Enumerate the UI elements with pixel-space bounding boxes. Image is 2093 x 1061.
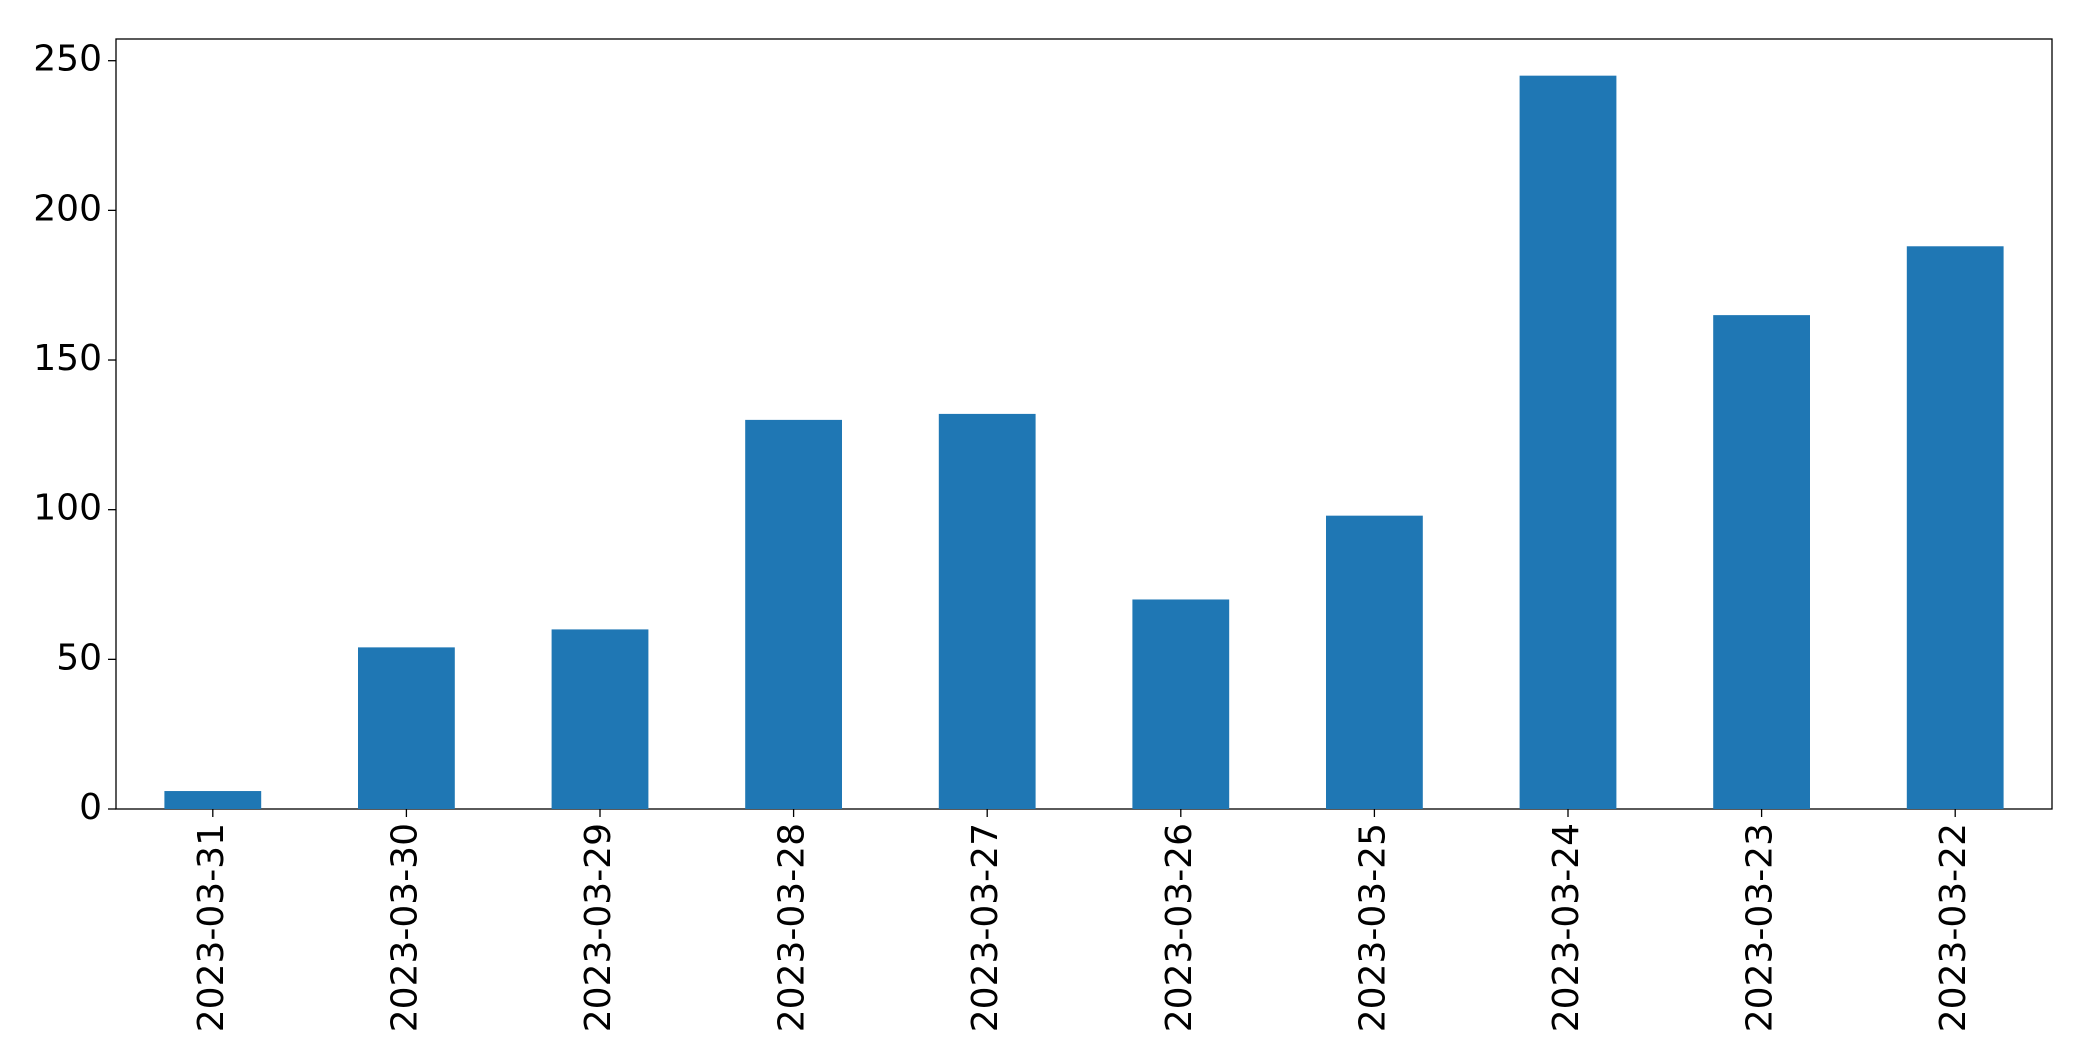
bar <box>164 791 262 809</box>
x-tick-label: 2023-03-28 <box>772 823 813 1032</box>
y-tick-label: 150 <box>33 338 102 379</box>
bar <box>745 419 842 809</box>
x-tick-label: 2023-03-29 <box>578 823 619 1032</box>
x-tick-label: 2023-03-24 <box>1546 823 1587 1032</box>
y-tick-label: 200 <box>33 188 102 229</box>
bar <box>358 647 455 809</box>
bar <box>551 629 649 809</box>
bar <box>1906 246 2004 809</box>
bar <box>1713 315 1810 809</box>
x-tick-label: 2023-03-30 <box>384 823 425 1032</box>
x-tick-label: 2023-03-23 <box>1740 823 1781 1032</box>
bar <box>1132 599 1230 809</box>
x-tick-label: 2023-03-31 <box>191 823 232 1032</box>
bar <box>1326 515 1423 809</box>
x-tick-label: 2023-03-27 <box>965 823 1006 1032</box>
y-tick-label: 100 <box>33 488 102 529</box>
y-tick-label: 0 <box>79 787 102 828</box>
plot-frame <box>115 38 2053 810</box>
x-tick-label: 2023-03-26 <box>1159 823 1200 1032</box>
y-tick-label: 50 <box>56 637 102 678</box>
bar <box>938 413 1036 809</box>
x-tick-label: 2023-03-22 <box>1933 823 1974 1032</box>
bar <box>1519 75 1617 809</box>
x-tick-label: 2023-03-25 <box>1352 823 1393 1032</box>
y-tick-label: 250 <box>33 39 102 80</box>
